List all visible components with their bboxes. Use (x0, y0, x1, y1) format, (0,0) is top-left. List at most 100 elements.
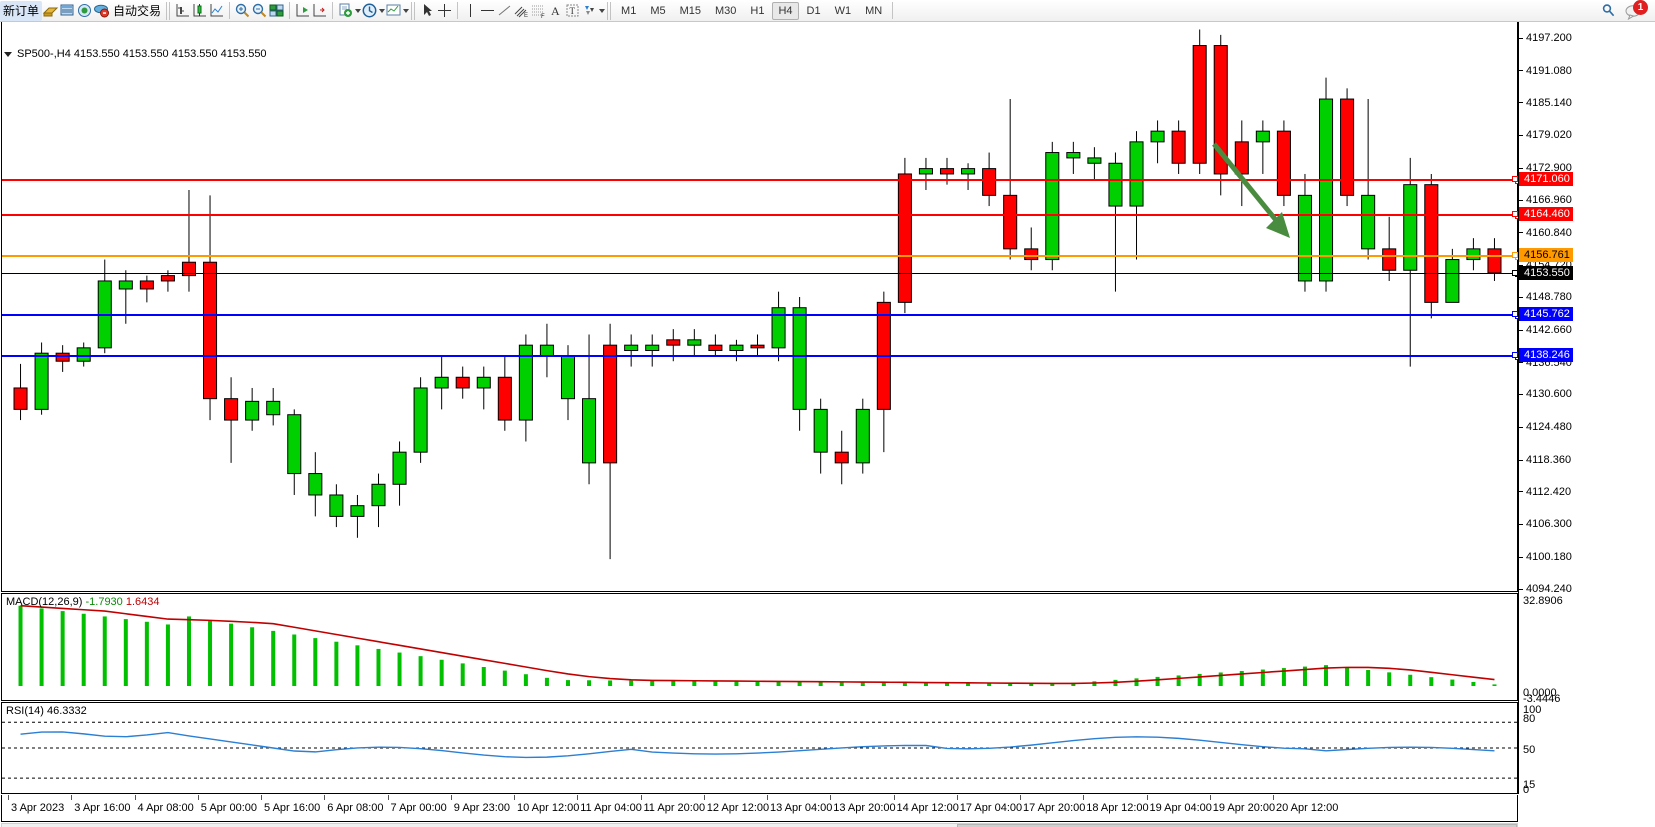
trend-arrow[interactable] (1202, 132, 1322, 272)
price-tag-label: 4171.060 (1524, 172, 1570, 186)
add-indicator-icon[interactable] (337, 2, 354, 19)
candlestick-series (2, 22, 1517, 590)
zoom-out-icon[interactable] (251, 2, 268, 19)
level-line-support[interactable] (2, 314, 1517, 316)
text-label-icon[interactable]: A (547, 2, 564, 19)
time-tick (8, 795, 9, 800)
price-tag-support[interactable]: 4145.762 (1519, 307, 1573, 321)
time-tick-label: 6 Apr 08:00 (327, 802, 383, 814)
new-order-label: 新订单 (3, 2, 39, 19)
rsi-series (2, 703, 1517, 793)
price-tick: 4112.420 (1519, 486, 1571, 498)
rsi-pane[interactable]: RSI(14) 46.3332 (1, 702, 1518, 794)
time-tick (388, 795, 389, 800)
fibonacci-icon[interactable]: F (530, 2, 547, 19)
timeframe-h4[interactable]: H4 (772, 2, 798, 20)
price-pane[interactable] (1, 22, 1518, 592)
chart-symbol-header: SP500-,H4 4153.550 4153.550 4153.550 415… (4, 47, 267, 61)
price-tag-resistance[interactable]: 4164.460 (1519, 207, 1573, 221)
price-axis[interactable]: 4197.200 4191.080 4185.140 4179.020 4172.900… (1518, 22, 1655, 794)
price-tick-label: 4100.180 (1526, 551, 1572, 563)
mt-chart-window: 新订单 自动交易 (0, 0, 1655, 827)
chevron-down-icon[interactable] (403, 9, 409, 13)
templates-icon[interactable] (385, 2, 402, 19)
timeframe-m15[interactable]: M15 (674, 2, 707, 20)
timeframe-mn[interactable]: MN (859, 2, 888, 20)
time-axis[interactable]: 3 Apr 2023 3 Apr 16:00 4 Apr 08:00 5 Apr 00… (1, 795, 1518, 822)
gold-bar-icon[interactable] (42, 2, 59, 19)
symbol-ohlc-text: SP500-,H4 4153.550 4153.550 4153.550 415… (17, 48, 267, 60)
price-plot[interactable] (2, 22, 1517, 591)
price-tick: 4197.200 (1519, 32, 1572, 44)
price-tick: 4191.080 (1519, 65, 1572, 77)
timeframe-clock-icon[interactable] (361, 2, 378, 19)
navigator-icon[interactable] (76, 2, 93, 19)
price-tag-resistance[interactable]: 4171.060 (1519, 172, 1573, 186)
grid-windows-icon[interactable] (268, 2, 285, 19)
trendline-icon[interactable] (496, 2, 513, 19)
candlestick-chart-icon[interactable] (191, 2, 208, 19)
macd-name: MACD(12,26,9) (6, 596, 82, 608)
svg-text:F: F (541, 14, 545, 19)
level-line-support[interactable] (2, 355, 1517, 357)
level-line-last-price[interactable] (2, 273, 1517, 274)
time-tick (135, 795, 136, 800)
toolbar-divider (892, 2, 893, 19)
horizontal-scrollbar[interactable] (1, 823, 1518, 827)
time-tick (198, 795, 199, 800)
price-tag-support[interactable]: 4138.246 (1519, 348, 1573, 362)
time-tick-label: 3 Apr 16:00 (74, 802, 130, 814)
cursor-arrow-icon[interactable] (419, 2, 436, 19)
timeframe-w1[interactable]: W1 (829, 2, 858, 20)
toolbar-divider (457, 2, 458, 19)
timeframe-d1[interactable]: D1 (801, 2, 827, 20)
price-tag-pivot[interactable]: 4156.761 (1519, 248, 1573, 262)
price-tag-last-price[interactable]: 4153.550 (1519, 266, 1573, 280)
zoom-in-icon[interactable] (234, 2, 251, 19)
chevron-down-icon[interactable] (599, 9, 605, 13)
line-chart-icon[interactable] (208, 2, 225, 19)
price-tick: 4124.480 (1519, 421, 1572, 433)
expert-advisor-icon[interactable] (93, 2, 110, 19)
time-tick-label: 5 Apr 00:00 (201, 802, 257, 814)
price-tag-label: 4164.460 (1524, 207, 1570, 221)
timeframe-h1[interactable]: H1 (744, 2, 770, 20)
rsi-axis-label: 80 (1519, 713, 1535, 725)
svg-text:A: A (551, 4, 560, 18)
toolbar-divider (607, 2, 613, 20)
objects-list-icon[interactable] (581, 2, 598, 19)
new-order-button[interactable]: 新订单 (0, 1, 42, 21)
auto-trading-button[interactable]: 自动交易 (110, 1, 164, 21)
price-tag-label: 4156.761 (1524, 248, 1570, 262)
timeframe-m30[interactable]: M30 (709, 2, 742, 20)
vertical-line-icon[interactable] (462, 2, 479, 19)
main-toolbar: 新订单 自动交易 (0, 0, 1655, 22)
time-tick (830, 795, 831, 800)
time-tick (324, 795, 325, 800)
time-tick-label: 20 Apr 12:00 (1276, 802, 1338, 814)
time-tick (1147, 795, 1148, 800)
search-icon[interactable] (1600, 2, 1617, 19)
text-box-icon[interactable]: T (564, 2, 581, 19)
macd-pane[interactable]: MACD(12,26,9) -1.7930 1.6434 (1, 593, 1518, 701)
equidistant-channel-icon[interactable]: E (513, 2, 530, 19)
auto-trading-label: 自动交易 (113, 2, 161, 19)
timeframe-m1[interactable]: M1 (615, 2, 642, 20)
chart-shift-icon[interactable] (294, 2, 311, 19)
bar-chart-icon[interactable] (174, 2, 191, 19)
horizontal-line-icon[interactable] (479, 2, 496, 19)
price-tag-label: 4138.246 (1524, 348, 1570, 362)
svg-text:T: T (570, 6, 576, 16)
toolbar-divider (166, 2, 172, 20)
time-tick (957, 795, 958, 800)
timeframe-m5[interactable]: M5 (644, 2, 671, 20)
notifications-button[interactable]: 1 (1625, 2, 1647, 20)
auto-scroll-icon[interactable] (311, 2, 328, 19)
crosshair-icon[interactable] (436, 2, 453, 19)
price-tag-knob (1512, 311, 1518, 317)
time-tick-label: 17 Apr 20:00 (1023, 802, 1085, 814)
price-tick: 4100.180 (1519, 551, 1572, 563)
price-tag-knob (1512, 270, 1518, 276)
terminal-window-icon[interactable] (59, 2, 76, 19)
chart-menu-caret-icon[interactable] (4, 52, 12, 57)
